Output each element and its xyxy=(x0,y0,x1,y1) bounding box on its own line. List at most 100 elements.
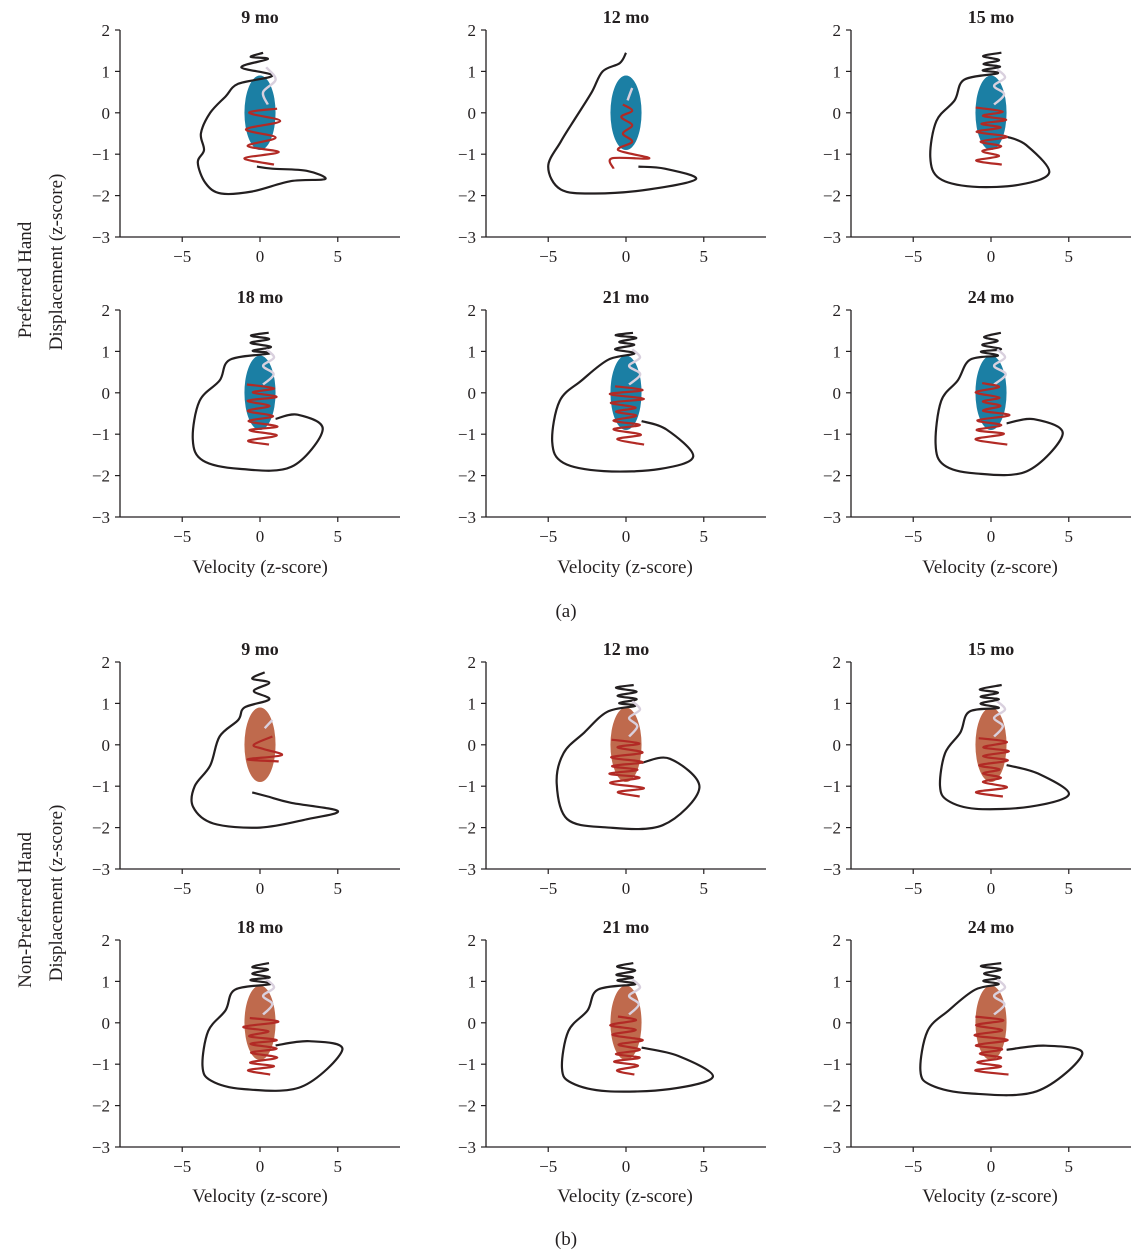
x-tick-label: −5 xyxy=(539,527,557,546)
settling-line xyxy=(263,719,274,730)
panel-b-21-mo: 21 mo 2 1 0 −1 −2 −3 −5 0 5 xyxy=(458,917,766,1176)
y-tick-label: −1 xyxy=(92,425,110,444)
y-tick-label: 0 xyxy=(102,384,111,403)
xlabel-a-col2: Velocity (z-score) xyxy=(557,557,693,578)
y-tick-label: 2 xyxy=(833,931,842,950)
attractor-ellipse xyxy=(975,75,1007,151)
x-tick-label: 5 xyxy=(1065,1157,1074,1176)
y-tick-label: 0 xyxy=(833,736,842,755)
y-tick-label: −1 xyxy=(458,145,476,164)
x-tick-label: −5 xyxy=(539,879,557,898)
y-tick-label: −2 xyxy=(92,467,110,486)
trajectory-line xyxy=(190,671,339,829)
part-label-a: (a) xyxy=(555,601,576,622)
x-tick-label: −5 xyxy=(904,1157,922,1176)
x-tick-label: 0 xyxy=(256,247,265,266)
ylabel-part-b-line1: Non-Preferred Hand xyxy=(15,832,36,988)
y-tick-label: 0 xyxy=(833,104,842,123)
attractor-trajectory-line xyxy=(246,735,284,763)
panel-title: 12 mo xyxy=(603,639,650,659)
ylabel-part-a-line1: Preferred Hand xyxy=(15,221,36,338)
attractor-trajectory-line xyxy=(975,106,1009,166)
y-tick-label: −2 xyxy=(823,187,841,206)
x-tick-label: 5 xyxy=(1065,879,1074,898)
ylabel-part-a-line2: Displacement (z-score) xyxy=(46,174,67,351)
x-tick-label: 5 xyxy=(700,1157,709,1176)
panel-title: 12 mo xyxy=(603,7,650,27)
y-tick-label: −3 xyxy=(458,228,476,247)
y-tick-label: 0 xyxy=(468,104,477,123)
y-tick-label: −3 xyxy=(823,228,841,247)
x-tick-label: 0 xyxy=(987,879,996,898)
panel-a-21-mo: 21 mo 2 1 0 −1 −2 −3 −5 0 5 xyxy=(458,287,766,546)
xlabel-b-col2: Velocity (z-score) xyxy=(557,1186,693,1207)
settling-line xyxy=(992,348,1007,386)
attractor-trajectory-line xyxy=(242,1016,280,1076)
y-tick-label: −2 xyxy=(92,819,110,838)
settling-line xyxy=(992,68,1007,106)
panel-a-24-mo: 24 mo 2 1 0 −1 −2 −3 −5 0 5 xyxy=(823,287,1131,546)
y-tick-label: 0 xyxy=(833,384,842,403)
x-tick-label: 5 xyxy=(700,527,709,546)
y-tick-label: 0 xyxy=(102,736,111,755)
y-tick-label: −2 xyxy=(458,1097,476,1116)
trajectory-line xyxy=(919,962,1084,1097)
y-tick-label: −3 xyxy=(823,508,841,527)
y-tick-label: 2 xyxy=(468,21,477,40)
xlabel-a-col1: Velocity (z-score) xyxy=(192,557,328,578)
settling-line xyxy=(261,66,277,106)
attractor-trajectory-line xyxy=(609,1015,644,1076)
y-tick-label: 2 xyxy=(102,21,111,40)
y-tick-label: −1 xyxy=(92,145,110,164)
x-tick-label: 0 xyxy=(987,247,996,266)
panel-title: 18 mo xyxy=(237,287,284,307)
settling-line xyxy=(992,978,1007,1016)
y-tick-label: −2 xyxy=(92,187,110,206)
x-tick-label: 0 xyxy=(622,879,631,898)
x-tick-label: 0 xyxy=(256,527,265,546)
x-tick-label: 0 xyxy=(987,1157,996,1176)
y-tick-label: 2 xyxy=(833,301,842,320)
trajectory-line xyxy=(196,51,327,196)
y-tick-label: 1 xyxy=(468,694,477,713)
y-tick-label: 2 xyxy=(468,653,477,672)
y-tick-label: 2 xyxy=(833,653,842,672)
attractor-trajectory-line xyxy=(973,1015,1009,1076)
y-tick-label: −3 xyxy=(458,1138,476,1157)
y-tick-label: 2 xyxy=(102,653,111,672)
panel-title: 18 mo xyxy=(237,917,284,937)
panel-title: 24 mo xyxy=(968,287,1015,307)
x-tick-label: 5 xyxy=(334,879,343,898)
y-tick-label: −3 xyxy=(92,1138,110,1157)
y-tick-label: −1 xyxy=(823,777,841,796)
attractor-trajectory-line xyxy=(608,385,646,446)
xlabel-b-col1: Velocity (z-score) xyxy=(192,1186,328,1207)
panel-a-18-mo: 18 mo 2 1 0 −1 −2 −3 −5 0 5 xyxy=(92,287,400,546)
panel-a-15-mo: 15 mo 2 1 0 −1 −2 −3 −5 0 5 xyxy=(823,7,1131,266)
y-tick-label: −2 xyxy=(458,187,476,206)
x-tick-label: −5 xyxy=(173,1157,191,1176)
panel-b-12-mo: 12 mo 2 1 0 −1 −2 −3 −5 0 5 xyxy=(458,639,766,898)
x-tick-label: 5 xyxy=(700,247,709,266)
y-tick-label: −3 xyxy=(92,860,110,879)
x-tick-label: 5 xyxy=(334,1157,343,1176)
y-tick-label: 0 xyxy=(833,1014,842,1033)
x-tick-label: −5 xyxy=(904,247,922,266)
panel-b-24-mo: 24 mo 2 1 0 −1 −2 −3 −5 0 5 xyxy=(823,917,1131,1176)
y-tick-label: −2 xyxy=(823,467,841,486)
ylabel-part-b-line2: Displacement (z-score) xyxy=(46,805,67,982)
y-tick-label: −1 xyxy=(823,145,841,164)
y-tick-label: 1 xyxy=(833,694,842,713)
panel-a-9-mo: 9 mo 2 1 0 −1 −2 −3 −5 0 5 xyxy=(92,7,400,266)
y-tick-label: −3 xyxy=(458,508,476,527)
panel-b-15-mo: 15 mo 2 1 0 −1 −2 −3 −5 0 5 xyxy=(823,639,1131,898)
y-tick-label: −2 xyxy=(823,819,841,838)
y-tick-label: −1 xyxy=(823,1055,841,1074)
attractor-trajectory-line xyxy=(246,383,279,446)
trajectory-line xyxy=(551,331,695,473)
y-tick-label: 0 xyxy=(468,736,477,755)
panel-title: 9 mo xyxy=(241,7,279,27)
ylabel-part-b: Non-Preferred Hand Displacement (z-score… xyxy=(15,805,67,988)
y-tick-label: 0 xyxy=(102,104,111,123)
trajectory-line xyxy=(938,683,1070,811)
